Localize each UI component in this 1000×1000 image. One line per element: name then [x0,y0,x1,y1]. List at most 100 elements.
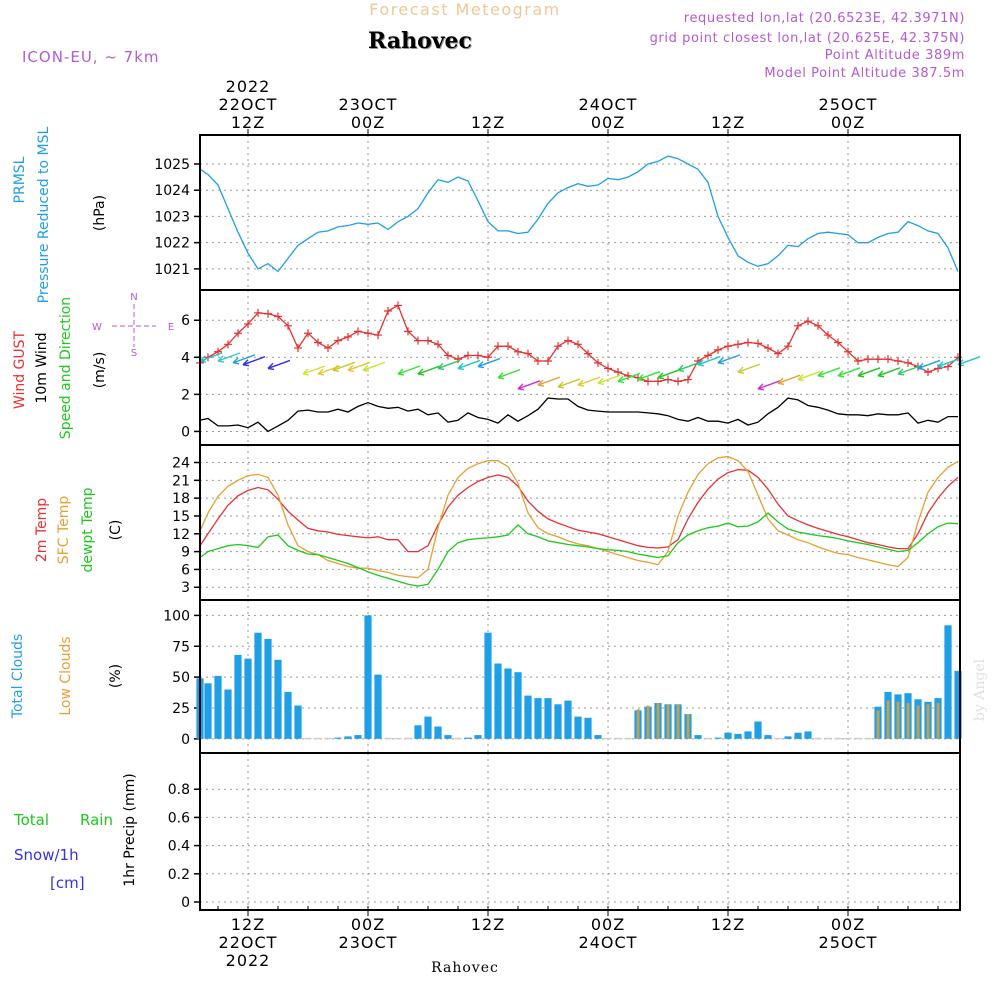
y-tick-label: 1024 [154,183,190,199]
y-tick-label: 1023 [154,209,190,225]
wind-arrow [267,359,291,370]
t2m-label: 2m Temp [34,498,50,562]
pressure-short-label: PRMSL [12,156,28,203]
gust-marker [224,340,232,349]
gust-marker [854,357,862,366]
gust-marker [414,336,422,345]
gust-marker [324,344,332,353]
clouds-unit: (%) [108,664,124,688]
total-cloud-bar [604,737,612,740]
bottom-hour-label: 12Z [471,915,505,934]
watermark: by Angel [972,658,988,721]
low-cloud-bar [926,704,930,739]
total-cloud-bar [324,737,332,740]
top-hour-label: 00Z [351,113,385,132]
total-cloud-bar [804,731,812,739]
bottom-year-label: 2022 [226,951,271,970]
gust-marker [744,338,752,347]
top-day-label: 22OCT [219,95,278,114]
compass-n: N [130,292,137,303]
top-hour-label: 12Z [231,113,265,132]
total-cloud-bar [414,725,422,739]
y-tick-label: 18 [172,491,190,507]
total-cloud-bar [214,675,222,739]
gust-label: Wind GUST [12,330,28,409]
y-tick-label: 21 [172,473,190,489]
wind-arrow [757,380,781,390]
panel-frame [199,134,961,291]
wind-arrow-head [837,370,845,378]
wind-arrow [497,369,521,379]
total-cloud-bar [314,737,322,740]
gust-marker [234,329,242,338]
t2m-line [199,468,959,553]
bottom-day-label: 24OCT [579,933,638,952]
wind-arrow-head [697,359,705,367]
total-cloud-bar [484,632,492,739]
y-tick-label: 9 [181,545,190,561]
gust-marker [774,349,782,358]
total-cloud-bar [784,736,792,739]
gust-marker [434,340,442,349]
wind-arrow [199,352,223,362]
wind-arrow-head [332,364,340,372]
panel-frame [199,444,961,601]
wind-arrow-head [397,368,405,376]
bottom-hour-label: 00Z [591,915,625,934]
total-cloud-bar [864,737,872,740]
wind-arrow-head [302,368,310,376]
y-tick-label: 25 [172,701,190,717]
wind-arrow-head [437,362,445,371]
wind-arrow-head [817,370,825,378]
wind-arrow-head [797,374,805,382]
total-cloud-bar [754,721,762,739]
low-cloud-bar [656,703,660,739]
gust-marker [274,312,282,321]
wind-arrow-head [362,364,370,372]
compass-e: E [168,322,174,333]
gust-marker [704,351,712,360]
top-hour-label: 00Z [831,113,865,132]
gust-marker [384,306,392,315]
bottom-hour-label: 00Z [831,915,865,934]
low-cloud-bar [646,705,650,739]
gust-marker [904,358,912,367]
gust-marker [464,351,472,360]
total-cloud-bar [454,737,462,740]
bottom-day-label: 22OCT [219,933,278,952]
total-cloud-bar [304,737,312,740]
gust-marker [614,368,622,377]
y-tick-label: 0.6 [168,810,190,826]
total-cloud-bar [504,668,512,739]
gust-marker [884,355,892,364]
total-cloud-bar [234,654,242,739]
gust-marker [584,349,592,358]
wind-arrow-head [617,375,625,384]
y-tick-label: 6 [181,313,190,329]
gust-marker [724,342,732,351]
total-cloud-bar [554,704,562,739]
wind-arrow-head [347,364,355,372]
gust-marker [844,347,852,356]
gust-marker [764,344,772,353]
total-cloud-bar [494,663,502,739]
gust-marker [674,377,682,386]
precip-snow-label: Snow/1h [14,846,79,864]
wind-arrow-head [417,368,425,376]
y-tick-label: 0.2 [168,867,190,883]
total-cloud-bar [544,698,552,739]
gust-marker [784,342,792,351]
wind-arrow [677,361,701,371]
wind-arrow-head [657,372,665,380]
wind-arrow [557,378,581,388]
y-tick-label: 1022 [154,236,190,252]
gust-marker [334,336,342,345]
y-tick-label: 0 [181,732,190,748]
total-cloud-bar [244,658,252,739]
wind-arrow-head [597,377,605,385]
gust-marker [604,364,612,373]
wind-arrow-head [917,362,925,371]
low-cloud-bar [676,704,680,739]
wind-arrow-head [877,370,885,378]
